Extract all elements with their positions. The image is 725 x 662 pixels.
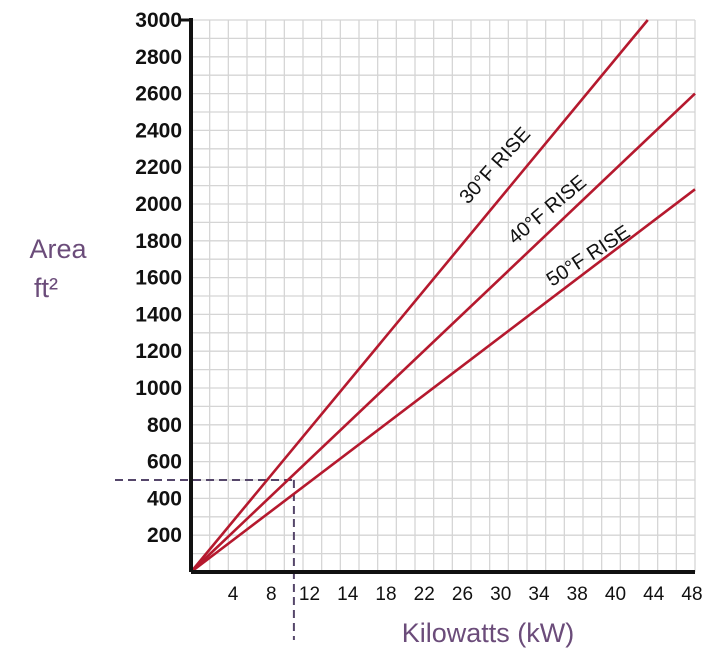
x-tick-label: 40: [605, 584, 626, 605]
series-label-0: 30°F RISE: [455, 123, 535, 208]
x-tick-label: 34: [528, 584, 550, 605]
y-tick-label: 2400: [135, 119, 182, 142]
x-tick-label: 8: [266, 584, 277, 605]
series-line-0: [189, 19, 649, 573]
x-tick-labels: 4 8 12 14 18 22 26 30 34 38 40 44 48: [228, 584, 703, 605]
series-line-2: [190, 188, 696, 574]
y-tick-label: 2200: [135, 156, 182, 179]
y-tick-label: 3000: [135, 9, 182, 32]
y-axis-title-line2: ft²: [34, 273, 58, 303]
x-tick-label: 4: [228, 584, 239, 605]
chart-grid: [191, 19, 696, 572]
x-axis-title: Kilowatts (kW): [402, 618, 575, 648]
y-tick-label: 2800: [135, 46, 182, 69]
x-tick-label: 30: [490, 584, 511, 605]
series-label-1: 40°F RISE: [504, 171, 591, 249]
chart-axes: [181, 18, 695, 574]
x-tick-label: 12: [299, 584, 320, 605]
y-tick-label: 200: [147, 524, 182, 547]
x-tick-label: 14: [337, 584, 359, 605]
y-tick-label: 1600: [135, 267, 182, 290]
x-tick-label: 48: [681, 584, 702, 605]
y-tick-labels: 200 400 600 800 1000 1200 1400 1600 1800 2000 2200…: [135, 9, 182, 547]
x-tick-label: 18: [375, 584, 396, 605]
series-line-1: [190, 92, 696, 573]
x-tick-label: 22: [414, 584, 435, 605]
y-tick-label: 800: [147, 414, 182, 437]
x-tick-label: 26: [452, 584, 473, 605]
y-tick-label: 2600: [135, 83, 182, 106]
series-lines: [189, 19, 696, 574]
y-tick-label: 1400: [135, 303, 182, 326]
y-tick-label: 1200: [135, 340, 182, 363]
x-tick-label: 44: [643, 584, 665, 605]
y-tick-label: 400: [147, 487, 182, 510]
reference-lines: [115, 479, 295, 640]
y-tick-label: 600: [147, 451, 182, 474]
y-tick-label: 1000: [135, 377, 182, 400]
y-tick-label: 1800: [135, 230, 182, 253]
y-tick-label: 2000: [135, 193, 182, 216]
y-axis-title-line1: Area: [29, 234, 87, 264]
x-tick-label: 38: [567, 584, 588, 605]
